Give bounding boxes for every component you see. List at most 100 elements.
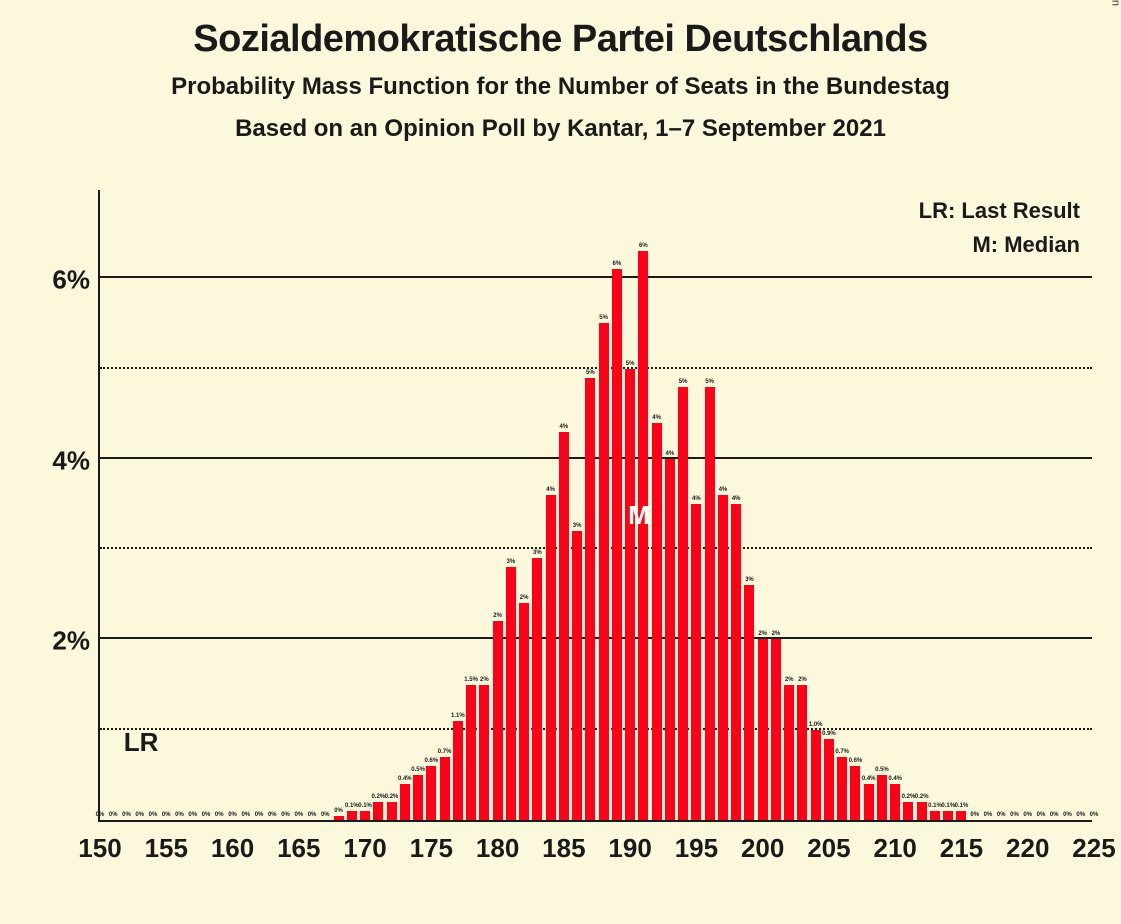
bar [718, 495, 728, 820]
y-axis-label: 6% [40, 265, 90, 296]
bar-value-label: 2% [520, 595, 529, 601]
copyright-text: © 2021 Filip van Laenen [1109, 0, 1121, 6]
bar [426, 766, 436, 820]
bar-value-label: 0.2% [915, 794, 929, 800]
bar-value-label: 0% [1050, 812, 1059, 818]
bar [585, 378, 595, 820]
bar-value-label: 0.2% [385, 794, 399, 800]
bar [599, 323, 609, 820]
bar-value-label: 5% [705, 379, 714, 385]
x-axis-label: 210 [873, 833, 916, 864]
bar [837, 757, 847, 820]
gridline-minor [100, 367, 1092, 369]
x-axis-label: 205 [807, 833, 850, 864]
bar [890, 784, 900, 820]
bar [334, 816, 344, 821]
bar-value-label: 0.7% [835, 749, 849, 755]
bar [930, 811, 940, 820]
bar-value-label: 4% [666, 451, 675, 457]
bar-value-label: 4% [546, 487, 555, 493]
bar [413, 775, 423, 820]
bar [758, 639, 768, 820]
bar [493, 621, 503, 820]
bar [559, 432, 569, 820]
bar-value-label: 0% [1076, 812, 1085, 818]
bar-value-label: 0% [1037, 812, 1046, 818]
y-axis-label: 2% [40, 626, 90, 657]
x-axis-label: 170 [343, 833, 386, 864]
bar [877, 775, 887, 820]
x-axis-label: 160 [211, 833, 254, 864]
bar-value-label: 3% [533, 550, 542, 556]
bar-value-label: 0% [215, 812, 224, 818]
bar [850, 766, 860, 820]
bar [864, 784, 874, 820]
bar-value-label: 0% [228, 812, 237, 818]
bar [519, 603, 529, 820]
bar-value-label: 1.0% [809, 722, 823, 728]
bar-value-label: 0% [241, 812, 250, 818]
bar-value-label: 0% [984, 812, 993, 818]
bar-value-label: 0.1% [345, 803, 359, 809]
bar-value-label: 0% [96, 812, 105, 818]
bar-value-label: 0% [175, 812, 184, 818]
bar-value-label: 1.1% [451, 713, 465, 719]
bar [546, 495, 556, 820]
bar-value-label: 0% [997, 812, 1006, 818]
bar-value-label: 0% [162, 812, 171, 818]
bar [665, 459, 675, 820]
bar-value-label: 0.7% [438, 749, 452, 755]
bar-value-label: 4% [652, 415, 661, 421]
bar [797, 685, 807, 820]
bar-value-label: 0.2% [902, 794, 916, 800]
bar [572, 531, 582, 820]
bar [360, 811, 370, 820]
bar [400, 784, 410, 820]
bar-value-label: 0% [109, 812, 118, 818]
bar-value-label: 0% [308, 812, 317, 818]
bar [453, 721, 463, 820]
bar-value-label: 0% [970, 812, 979, 818]
bar [771, 639, 781, 820]
x-axis-label: 175 [410, 833, 453, 864]
gridline-major [100, 457, 1092, 459]
bar [956, 811, 966, 820]
bar-value-label: 0.5% [411, 767, 425, 773]
bar [691, 504, 701, 820]
bar-value-label: 0.1% [955, 803, 969, 809]
bar-value-label: 3% [573, 523, 582, 529]
bar-value-label: 0% [135, 812, 144, 818]
y-axis-label: 4% [40, 445, 90, 476]
x-axis-label: 200 [741, 833, 784, 864]
bar-value-label: 4% [560, 424, 569, 430]
bar-value-label: 2% [758, 631, 767, 637]
bar [373, 802, 383, 820]
chart-title: Sozialdemokratische Partei Deutschlands [0, 18, 1121, 61]
bar-value-label: 0% [334, 808, 343, 814]
bar [811, 730, 821, 820]
bar-value-label: 0% [268, 812, 277, 818]
bar-value-label: 0.4% [888, 776, 902, 782]
bar [466, 685, 476, 820]
bar-value-label: 0.1% [941, 803, 955, 809]
bar [440, 757, 450, 820]
bar-value-label: 0% [294, 812, 303, 818]
bar [625, 369, 635, 820]
bar-value-label: 0% [281, 812, 290, 818]
legend-lr: LR: Last Result [919, 198, 1080, 224]
bar-value-label: 0% [255, 812, 264, 818]
bar-value-label: 2% [493, 613, 502, 619]
x-axis-label: 190 [608, 833, 651, 864]
bar-value-label: 2% [785, 677, 794, 683]
bar-value-label: 6% [613, 261, 622, 267]
bar-value-label: 0% [149, 812, 158, 818]
bar [638, 251, 648, 820]
bar-value-label: 0% [122, 812, 131, 818]
x-axis-label: 180 [476, 833, 519, 864]
marker-last-result: LR [124, 727, 159, 758]
bar-value-label: 0.9% [822, 731, 836, 737]
bar-value-label: 2% [480, 677, 489, 683]
bar [744, 585, 754, 820]
bar [824, 739, 834, 820]
bar-value-label: 2% [798, 677, 807, 683]
